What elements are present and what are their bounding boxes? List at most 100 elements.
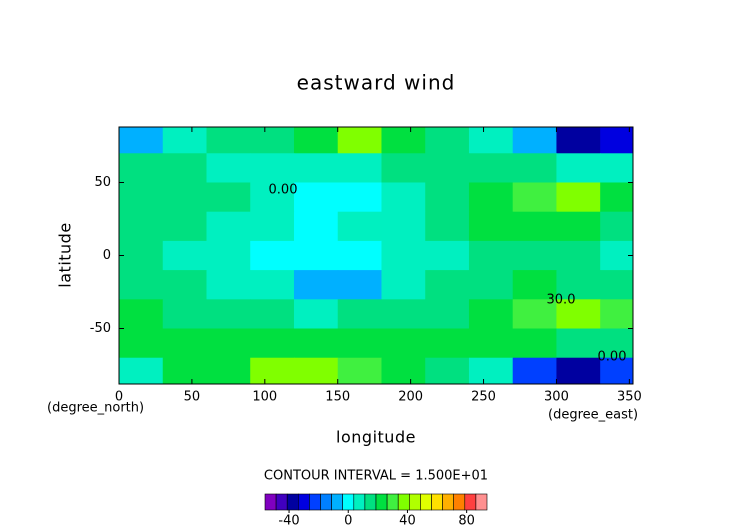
colorbar-box xyxy=(331,493,344,511)
colorbar-tick-label: 0 xyxy=(344,514,352,529)
field-cell xyxy=(468,127,514,154)
field-cell xyxy=(119,270,164,300)
field-cell xyxy=(468,153,514,183)
field-cell xyxy=(381,153,426,183)
field-cell xyxy=(119,240,164,271)
field-cell xyxy=(556,299,601,330)
field-cell xyxy=(468,211,514,242)
field-cell xyxy=(337,211,382,242)
field-cell xyxy=(206,357,251,384)
field-cell xyxy=(119,153,164,183)
field-cell xyxy=(206,299,251,330)
field-cell xyxy=(512,182,557,213)
field-cell xyxy=(119,127,164,154)
colorbar-box xyxy=(386,493,399,511)
x-tick-label: 250 xyxy=(471,390,496,405)
x-tick-label: 100 xyxy=(252,390,277,405)
colorbar-box xyxy=(431,493,443,511)
field-cell xyxy=(381,299,426,330)
field-cell xyxy=(600,153,633,183)
field-cell xyxy=(162,240,207,271)
field-cell xyxy=(337,127,382,154)
field-cell xyxy=(600,211,633,242)
y-axis-label: latitude xyxy=(56,222,75,287)
field-cell xyxy=(206,270,251,300)
field-cell xyxy=(600,240,633,271)
field-cell xyxy=(468,270,514,300)
field-cell xyxy=(468,240,514,271)
colorbar-box xyxy=(342,493,355,511)
colorbar-box xyxy=(320,493,332,511)
colorbar-box xyxy=(464,493,477,511)
y-tick-label: -50 xyxy=(90,321,111,336)
field-cell xyxy=(119,328,164,359)
field-cell xyxy=(425,299,470,330)
x-axis-label: longitude xyxy=(336,428,416,447)
field-cell xyxy=(512,211,557,242)
field-cell xyxy=(162,127,207,154)
field-cell xyxy=(425,182,470,213)
field-cell xyxy=(293,299,339,330)
field-cell xyxy=(206,211,251,242)
field-cell xyxy=(425,328,470,359)
field-cell xyxy=(381,270,426,300)
field-cell xyxy=(250,127,295,154)
field-cell xyxy=(600,182,633,213)
field-cell xyxy=(556,357,601,384)
field-cell xyxy=(206,240,251,271)
field-cell xyxy=(206,328,251,359)
field-cell xyxy=(512,328,557,359)
field-cell xyxy=(425,211,470,242)
colorbar-box xyxy=(364,493,377,511)
y-tick-label: 0 xyxy=(103,248,111,263)
field-cell xyxy=(381,127,426,154)
field-cell xyxy=(512,357,557,384)
colorbar-box xyxy=(286,493,299,511)
field-cell xyxy=(206,153,251,183)
x-tick-label: 0 xyxy=(115,390,123,405)
field-cell xyxy=(337,357,382,384)
field-cell xyxy=(512,270,557,300)
field-cell xyxy=(468,182,514,213)
field-cell xyxy=(162,328,207,359)
colorbar-box xyxy=(375,493,388,511)
colorbar-box xyxy=(442,493,455,511)
field-cell xyxy=(600,357,633,384)
field-cell xyxy=(425,240,470,271)
x-tick-label: 300 xyxy=(544,390,569,405)
colorbar-box xyxy=(453,493,466,511)
field-cell xyxy=(468,328,514,359)
field-cell xyxy=(206,182,251,213)
colorbar-box xyxy=(309,493,321,511)
x-tick-label: 350 xyxy=(617,390,642,405)
field-cell xyxy=(162,357,207,384)
field-cell xyxy=(119,182,164,213)
colorbar-box xyxy=(408,493,421,511)
field-cell xyxy=(512,240,557,271)
field-cell xyxy=(250,357,295,384)
field-cell xyxy=(250,299,295,330)
field-cell xyxy=(425,127,470,154)
field-cell xyxy=(250,328,295,359)
field-cell xyxy=(556,127,601,154)
field-cell xyxy=(600,270,633,300)
field-cell xyxy=(293,328,339,359)
field-cell xyxy=(337,299,382,330)
field-cell xyxy=(600,299,633,330)
field-cell xyxy=(425,153,470,183)
field-cell xyxy=(119,211,164,242)
field-cell xyxy=(250,153,295,183)
field-cell xyxy=(337,153,382,183)
contour-label: 0.00 xyxy=(598,350,627,365)
colorbar-box xyxy=(297,493,310,511)
field-cell xyxy=(293,153,339,183)
field-cell xyxy=(600,328,633,359)
contour-interval: CONTOUR INTERVAL = 1.500E+01 xyxy=(264,469,488,484)
field-cell xyxy=(337,328,382,359)
field-cell xyxy=(293,127,339,154)
field-cell xyxy=(425,357,470,384)
x-tick-label: 200 xyxy=(398,390,423,405)
field-cell xyxy=(206,127,251,154)
field-cell xyxy=(293,270,339,300)
field-cell xyxy=(556,328,601,359)
